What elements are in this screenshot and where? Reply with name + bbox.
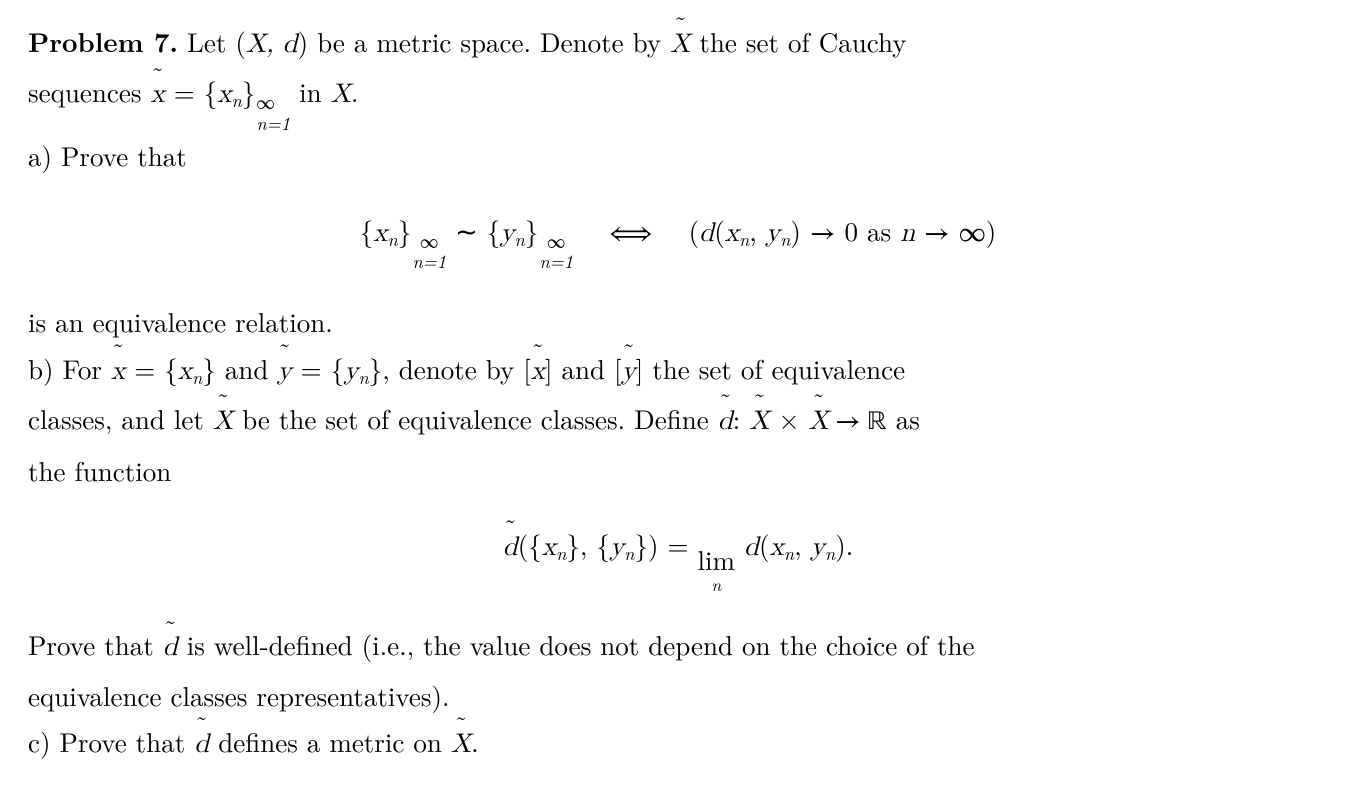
text: be the set of equivalence classes. Defin… bbox=[233, 399, 718, 437]
sub-n1: n=1 bbox=[539, 252, 573, 270]
lhs-xn: {xn} bbox=[360, 211, 412, 249]
X-tilde: ˜X bbox=[451, 718, 471, 768]
sim: ∼ bbox=[446, 211, 487, 249]
after-display-1: is an equivalence relation. bbox=[28, 298, 1328, 344]
X-tilde: ˜X bbox=[809, 395, 829, 445]
period: . bbox=[471, 722, 479, 760]
sub-n: n bbox=[624, 540, 634, 566]
display-eq-2: ˜d({xn}, {yn}) = lim n d(xn, yn). bbox=[28, 521, 1328, 593]
sub-n1: n=1 bbox=[256, 114, 290, 132]
text: Let ( bbox=[187, 22, 246, 60]
x-tilde: ˜x bbox=[111, 345, 125, 395]
sub-n: n bbox=[825, 540, 835, 566]
sub-n: n bbox=[192, 364, 202, 390]
var-y: y bbox=[811, 534, 825, 561]
sub-n: n bbox=[388, 226, 398, 252]
equals: = bbox=[125, 349, 164, 387]
sup-inf: ∞ bbox=[256, 93, 290, 111]
part-c: c) Prove that ˜d defines a metric on ˜X. bbox=[28, 718, 1328, 768]
text: b) For bbox=[28, 349, 111, 387]
sub-n: n bbox=[739, 226, 749, 252]
text: Prove that bbox=[28, 625, 163, 663]
lim-text: lim bbox=[697, 546, 735, 573]
lhs-yn: {yn} bbox=[487, 211, 539, 249]
var-X: X bbox=[331, 81, 351, 108]
X-tilde: ˜X bbox=[670, 18, 690, 68]
d-tilde: ˜d bbox=[503, 521, 518, 571]
sub-n: n bbox=[358, 364, 368, 390]
seq-open: {xn} bbox=[204, 72, 256, 110]
colon: : bbox=[733, 399, 750, 437]
part-a-label: a) Prove that bbox=[28, 132, 1328, 178]
text: sequences bbox=[28, 72, 151, 110]
var-X: X bbox=[246, 31, 266, 58]
text: the function bbox=[28, 451, 171, 489]
sub-n: n bbox=[780, 226, 790, 252]
d-tilde: ˜d bbox=[163, 621, 178, 671]
supsub: ∞ n=1 bbox=[256, 93, 290, 132]
text: the set of Cauchy bbox=[690, 22, 906, 60]
to: → bbox=[829, 409, 867, 436]
equals: = bbox=[292, 349, 331, 387]
supsub: ∞n=1 bbox=[539, 232, 573, 271]
equals: = bbox=[165, 72, 204, 110]
after-display-2-line1: Prove that ˜d is well-defined (i.e., the… bbox=[28, 621, 1328, 671]
supsub: ∞n=1 bbox=[412, 232, 446, 271]
text: equivalence classes representatives). bbox=[28, 676, 450, 714]
sub-n: n bbox=[784, 540, 794, 566]
var-n: n bbox=[900, 220, 915, 247]
text: a) Prove that bbox=[28, 136, 187, 174]
text: ] the set of equivalence bbox=[636, 349, 905, 387]
problem-intro-line2: sequences ˜x = {xn}∞ n=1 in X. bbox=[28, 68, 1328, 132]
x-tilde: ˜x bbox=[531, 345, 545, 395]
reals: ℝ bbox=[867, 409, 887, 436]
x-tilde: ˜x bbox=[151, 68, 165, 118]
text: ] and [ bbox=[545, 349, 622, 387]
iff: ⟺ bbox=[609, 221, 653, 248]
text: ) be a metric space. Denote by bbox=[298, 22, 671, 60]
var-d: , d bbox=[266, 31, 297, 58]
X-tilde: ˜X bbox=[213, 395, 233, 445]
display-eq-1: {xn}∞n=1 ∼ {yn}∞n=1 ⟺ (d(xn, yn) → 0 as … bbox=[28, 207, 1328, 271]
problem-intro-line1: Problem 7. Let (X, d) be a metric space.… bbox=[28, 18, 1328, 68]
part-b-line2: classes, and let ˜X be the set of equiva… bbox=[28, 395, 1328, 446]
after-display-2-line2: equivalence classes representatives). bbox=[28, 672, 1328, 718]
text: c) Prove that bbox=[28, 722, 194, 760]
lim-sub: n bbox=[711, 576, 721, 594]
args: ({xn}, {yn}) = bbox=[518, 525, 698, 563]
part-b-line3: the function bbox=[28, 447, 1328, 493]
text: as bbox=[887, 399, 920, 437]
y-tilde: ˜y bbox=[277, 345, 291, 395]
y-tilde: ˜y bbox=[622, 345, 636, 395]
text: , denote by [ bbox=[382, 349, 531, 387]
rhs: (d(xn, yn) → 0 as n → ∞) bbox=[689, 211, 997, 249]
period: . bbox=[351, 72, 359, 110]
sub-n1: n=1 bbox=[412, 252, 446, 270]
rhs: d(xn, yn). bbox=[735, 525, 853, 563]
sub-n: n bbox=[515, 226, 525, 252]
d-tilde: ˜d bbox=[718, 395, 733, 445]
comma: , bbox=[749, 211, 766, 249]
text: classes, and let bbox=[28, 399, 213, 437]
sub-n: n bbox=[556, 540, 566, 566]
comma: , bbox=[794, 525, 811, 563]
lim: lim n bbox=[697, 546, 735, 594]
text: defines a metric on bbox=[209, 722, 451, 760]
times: × bbox=[770, 399, 809, 437]
X-tilde: ˜X bbox=[749, 395, 769, 445]
var-y: y bbox=[766, 220, 780, 247]
text: in bbox=[290, 72, 331, 110]
text: is well-defined (i.e., the value does no… bbox=[178, 625, 975, 663]
problem-page: Problem 7. Let (X, d) be a metric space.… bbox=[0, 0, 1356, 787]
d-tilde: ˜d bbox=[194, 718, 209, 768]
sub-n: n bbox=[232, 88, 242, 114]
